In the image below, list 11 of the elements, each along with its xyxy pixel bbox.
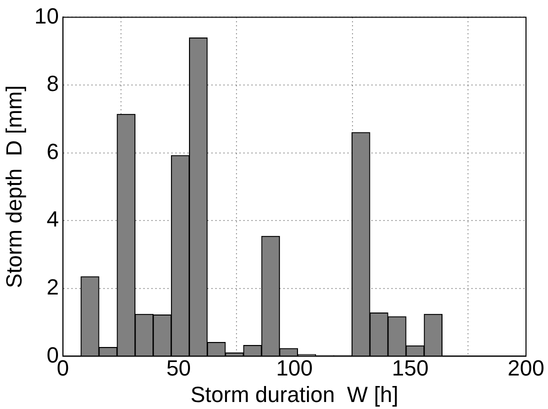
- x-tick-label: 150: [392, 355, 429, 380]
- x-tick-label: 200: [508, 355, 544, 380]
- y-tick-label: 10: [34, 3, 59, 28]
- y-axis-title: Storm depth D [mm]: [1, 85, 26, 288]
- x-tick-label: 100: [276, 355, 313, 380]
- y-tick-label: 2: [46, 274, 59, 300]
- y-tick-label: 8: [46, 71, 59, 96]
- y-tick-label: 6: [46, 138, 59, 164]
- y-tick-label: 4: [46, 206, 59, 232]
- x-tick-label: 50: [166, 355, 191, 380]
- x-axis-title: Storm duration W [h]: [190, 382, 398, 407]
